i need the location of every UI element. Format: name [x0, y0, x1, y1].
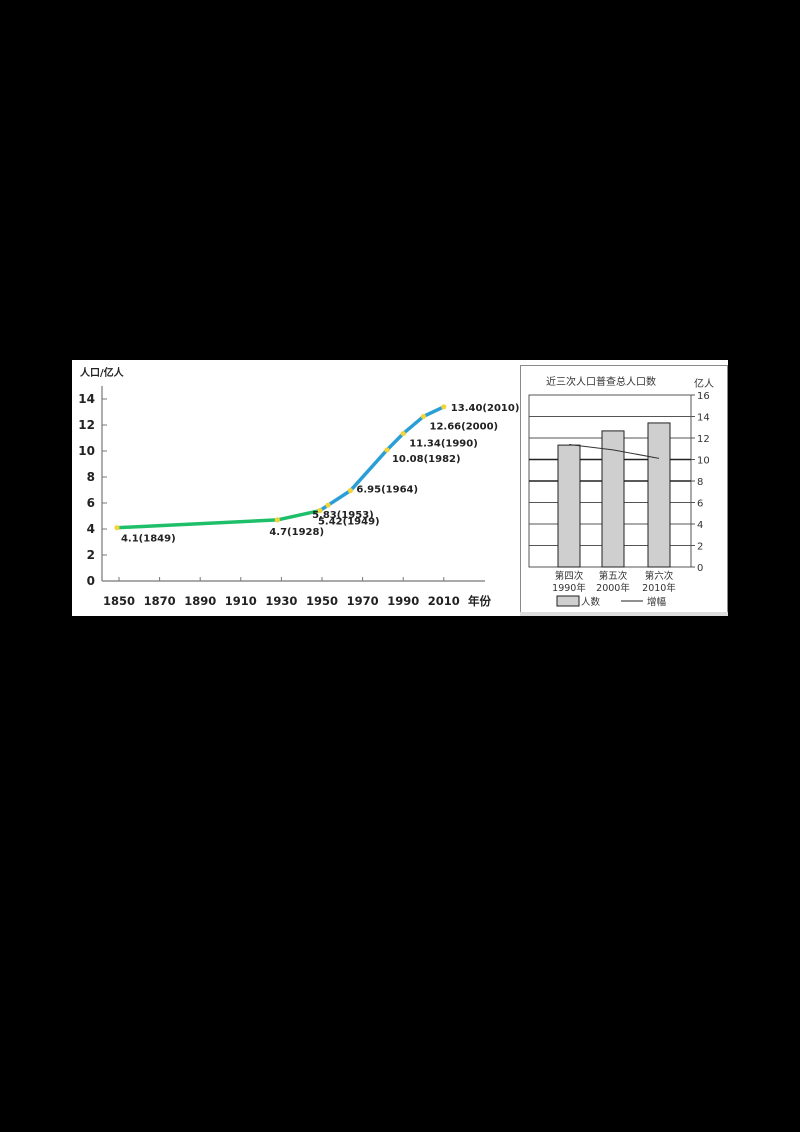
- x-tick-label: 1870: [144, 594, 176, 608]
- x-tick-label: 1890: [184, 594, 216, 608]
- bar-population: [647, 422, 671, 568]
- x-tick-label: 1910: [225, 594, 257, 608]
- chart-panel: 人口/亿人 0 2 4 6 8 10 12 14 1850 1870 1890 1910 1930 1950…: [72, 360, 728, 616]
- data-point-marker: [274, 517, 280, 523]
- y-tick-label: 12: [78, 418, 95, 432]
- data-label: 12.66(2000): [430, 421, 499, 432]
- y-tick-label: 8: [87, 470, 95, 484]
- divider: [520, 612, 728, 616]
- data-label: 5.42(1949): [318, 517, 380, 528]
- y-tick-label: 2: [87, 548, 95, 562]
- category-year-label: 2000年: [596, 582, 630, 594]
- y-axis-label: 人口/亿人: [80, 366, 125, 379]
- data-point-marker: [347, 488, 354, 494]
- y-tick-label: 6: [697, 499, 703, 510]
- data-label: 10.08(1982): [392, 454, 461, 465]
- population-line-pre-1949: [116, 508, 321, 530]
- y-tick-label: 8: [697, 477, 703, 488]
- y-tick-label: 10: [78, 444, 95, 458]
- y-tick-label: 4: [87, 522, 95, 536]
- x-tick-label: 1990: [387, 594, 419, 608]
- x-tick-label: 1950: [306, 594, 338, 608]
- y-tick-label: 2: [697, 542, 703, 553]
- y-tick-label: 12: [697, 434, 710, 445]
- category-year-label: 2010年: [642, 582, 676, 594]
- data-label: 6.95(1964): [356, 485, 418, 496]
- x-tick-label: 1970: [347, 594, 379, 608]
- y-tick-label: 0: [87, 574, 95, 588]
- data-point-marker: [325, 502, 331, 508]
- y-tick-label: 6: [87, 496, 95, 510]
- census-bar-chart-box: 近三次人口普查总人口数 亿人 0 2 4 6 8 10 12 14 16 第四次 1990年 第五次 200…: [520, 365, 728, 614]
- data-label: 4.7(1928): [269, 527, 324, 538]
- legend-bar-swatch: [556, 595, 580, 607]
- legend-bar-label: 人数: [581, 596, 601, 608]
- data-point-marker: [441, 404, 447, 410]
- y-tick-label: 0: [697, 563, 703, 574]
- category-label: 第四次: [555, 570, 584, 582]
- x-tick-label: 1850: [103, 594, 135, 608]
- growth-line: [568, 443, 660, 459]
- data-point-marker: [114, 525, 120, 531]
- data-point-marker: [420, 413, 427, 420]
- bar-population: [601, 430, 625, 568]
- y-tick-label: 4: [697, 520, 703, 531]
- data-label: 13.40(2010): [451, 403, 520, 414]
- x-tick-label: 2010: [428, 594, 460, 608]
- data-label: 4.1(1849): [121, 534, 176, 545]
- chart-title: 近三次人口普查总人口数: [546, 375, 656, 388]
- y-axis-unit: 亿人: [694, 377, 714, 390]
- x-axis-label: 年份: [468, 594, 491, 608]
- data-point-marker: [400, 430, 406, 437]
- category-label: 第五次: [599, 570, 628, 582]
- legend-line-label: 增幅: [647, 596, 667, 608]
- data-label: 11.34(1990): [409, 439, 478, 450]
- data-label: 5.83(1953): [312, 510, 374, 521]
- y-tick-label: 16: [697, 391, 710, 402]
- y-tick-label: 14: [697, 413, 710, 424]
- y-tick-label: 10: [697, 456, 710, 467]
- category-label: 第六次: [645, 570, 674, 582]
- category-year-label: 1990年: [552, 582, 586, 594]
- data-point-marker: [384, 447, 390, 453]
- bar-population: [557, 444, 581, 568]
- y-tick-label: 14: [78, 392, 95, 406]
- population-line-chart: 人口/亿人 0 2 4 6 8 10 12 14 1850 1870 1890 1910 1930 1950…: [78, 366, 520, 608]
- x-tick-label: 1930: [265, 594, 297, 608]
- data-point-marker: [317, 507, 323, 514]
